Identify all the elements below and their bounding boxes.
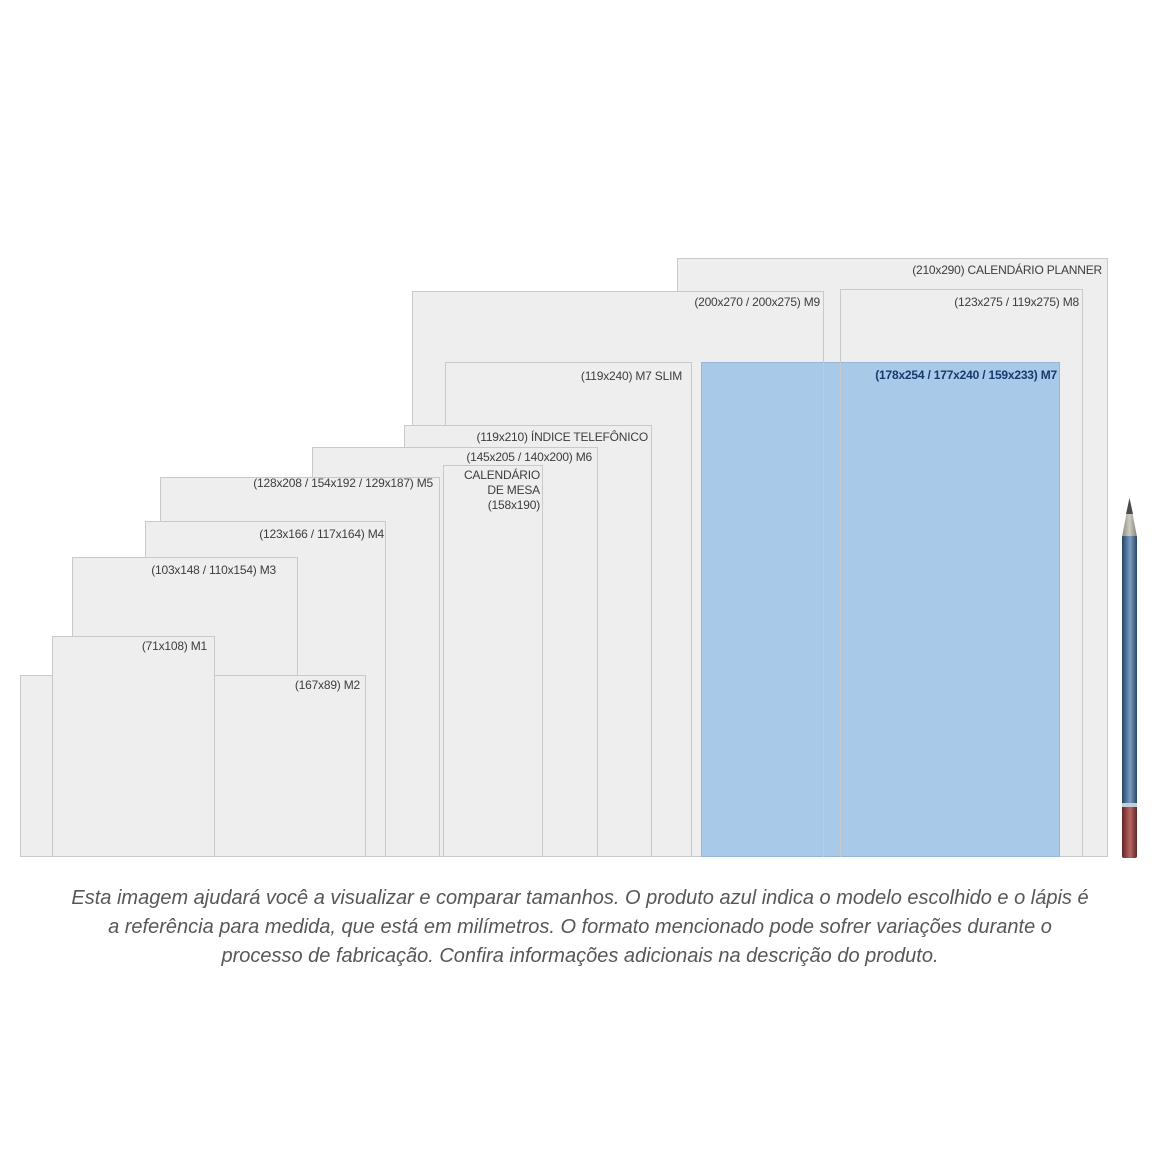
size-label-m6: (145x205 / 140x200) M6 <box>466 450 592 464</box>
m9-right-edge-line <box>823 362 824 857</box>
size-label-m8: (123x275 / 119x275) M8 <box>954 295 1079 309</box>
size-label-m9: (200x270 / 200x275) M9 <box>694 295 820 309</box>
pencil-reference <box>1122 498 1137 858</box>
size-box-calendario-de-mesa <box>443 465 543 857</box>
size-box-m7-highlighted <box>701 362 1060 857</box>
size-label-m7-highlighted: (178x254 / 177x240 / 159x233) M7 <box>875 368 1057 382</box>
size-box-m1 <box>52 636 215 857</box>
size-label-calendario-planner: (210x290) CALENDÁRIO PLANNER <box>912 263 1102 277</box>
m8-left-edge-line <box>840 362 841 857</box>
size-label-m5: (128x208 / 154x192 / 129x187) M5 <box>253 476 433 490</box>
pencil-eraser-end <box>1122 807 1137 858</box>
size-label-calendario-de-mesa: CALENDÁRIO DE MESA (158x190) <box>463 468 540 512</box>
pencil-body <box>1122 536 1137 804</box>
size-label-indice-telefonico: (119x210) ÍNDICE TELEFÔNICO <box>476 430 648 444</box>
pencil-graphite-tip-icon <box>1126 498 1133 514</box>
size-label-m7-slim: (119x240) M7 SLIM <box>580 369 682 383</box>
caption-text: Esta imagem ajudará você a visualizar e … <box>71 887 1089 967</box>
size-label-m3: (103x148 / 110x154) M3 <box>151 563 276 577</box>
size-label-m1: (71x108) M1 <box>141 639 207 653</box>
size-label-m2: (167x89) M2 <box>294 678 360 692</box>
size-label-m4: (123x166 / 117x164) M4 <box>259 527 384 541</box>
pencil-band <box>1122 803 1137 808</box>
